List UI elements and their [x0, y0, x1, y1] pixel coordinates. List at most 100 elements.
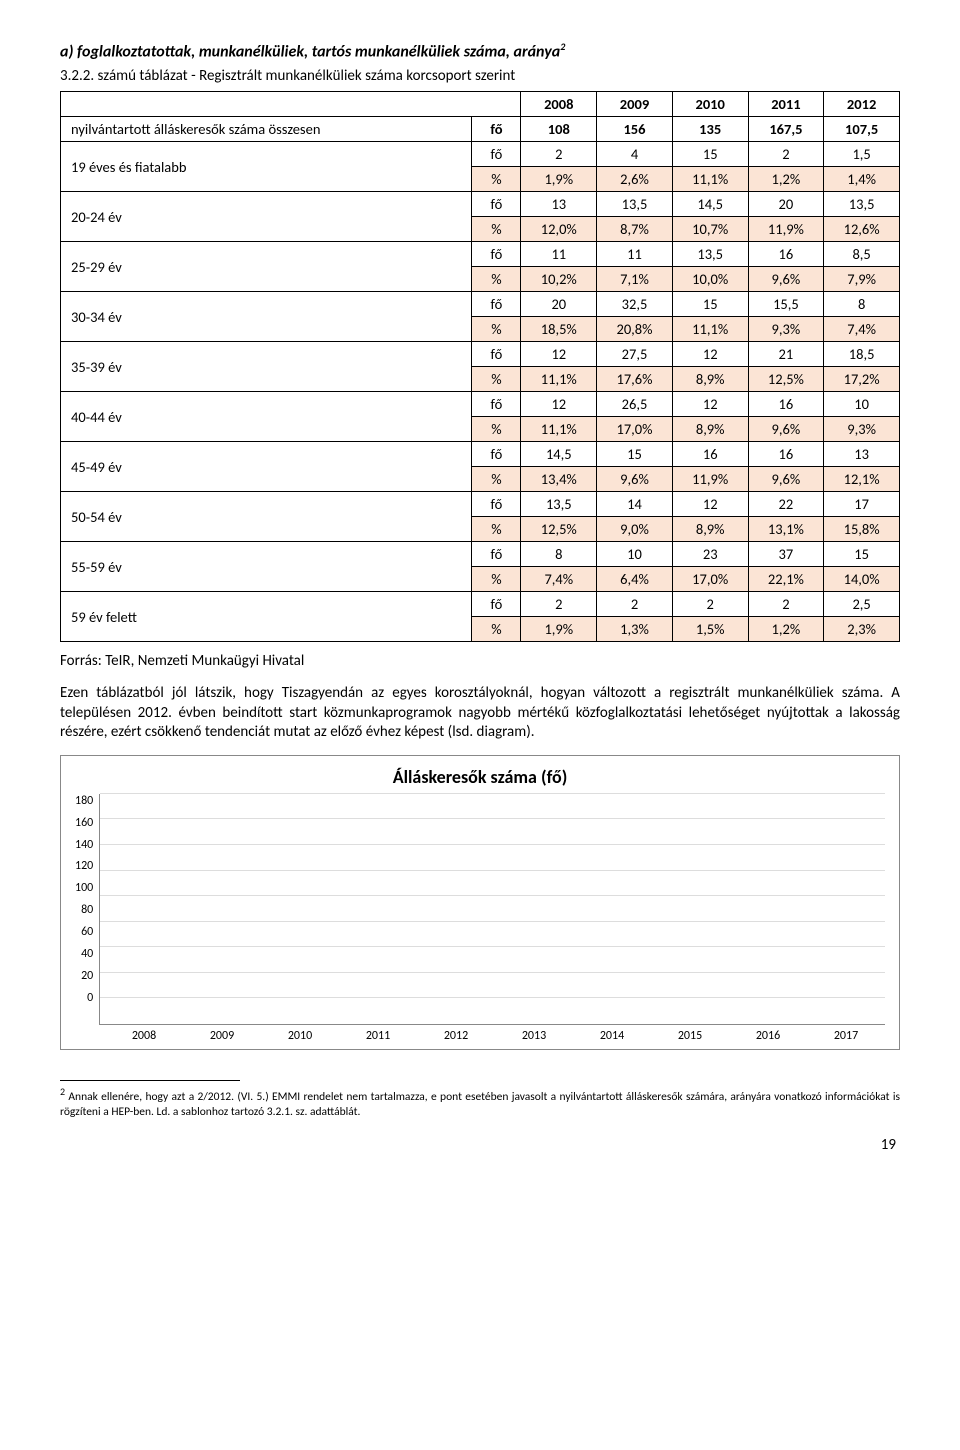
chart-y-tick: 60 [75, 925, 93, 939]
table-header-year: 2011 [748, 92, 824, 117]
table-caption: 3.2.2. számú táblázat - Regisztrált munk… [60, 67, 900, 85]
chart-y-axis: 180160140120100806040200 [75, 794, 99, 1025]
table-cell: 18,5 [824, 342, 900, 367]
table-cell-pct: 9,6% [748, 467, 824, 492]
table-cell-pct: 8,9% [672, 417, 748, 442]
table-cell: 13,5 [672, 242, 748, 267]
table-cell-pct: 10,2% [521, 267, 597, 292]
chart-y-tick: 160 [75, 816, 93, 830]
chart-y-tick: 100 [75, 881, 93, 895]
table-cell-pct: 12,5% [748, 367, 824, 392]
table-cell: 16 [748, 442, 824, 467]
chart-container: Álláskeresők száma (fő) 1801601401201008… [60, 755, 900, 1050]
table-unit-cell: % [472, 567, 521, 592]
body-paragraph: Ezen táblázatból jól látszik, hogy Tisza… [60, 684, 900, 743]
footnote-separator [60, 1080, 240, 1081]
table-cell: 20 [748, 192, 824, 217]
table-cell-pct: 8,7% [597, 217, 673, 242]
table-cell-pct: 2,3% [824, 617, 900, 642]
table-unit-cell: fő [472, 392, 521, 417]
table-cell: 2 [521, 142, 597, 167]
table-cell-pct: 9,3% [824, 417, 900, 442]
table-unit-cell: fő [472, 542, 521, 567]
table-header-year: 2010 [672, 92, 748, 117]
table-cell: 17 [824, 492, 900, 517]
table-cell-pct: 12,6% [824, 217, 900, 242]
table-cell-pct: 2,6% [597, 167, 673, 192]
table-cell-pct: 9,0% [597, 517, 673, 542]
table-cell-pct: 18,5% [521, 317, 597, 342]
table-cell-pct: 1,9% [521, 617, 597, 642]
table-unit-cell: fő [472, 292, 521, 317]
table-cell-pct: 11,9% [748, 217, 824, 242]
table-cell-pct: 7,9% [824, 267, 900, 292]
table-unit-cell: % [472, 267, 521, 292]
chart-x-axis: 2008200920102011201220132014201520162017 [75, 1025, 885, 1043]
table-cell: 2,5 [824, 592, 900, 617]
table-cell: 10 [597, 542, 673, 567]
chart-y-tick: 40 [75, 947, 93, 961]
table-row-label: 45-49 év [61, 442, 472, 492]
table-cell-pct: 11,1% [672, 167, 748, 192]
table-cell: 8 [521, 542, 597, 567]
table-unit-cell: % [472, 367, 521, 392]
table-cell: 32,5 [597, 292, 673, 317]
table-cell: 10 [824, 392, 900, 417]
table-cell: 1,5 [824, 142, 900, 167]
table-cell-pct: 15,8% [824, 517, 900, 542]
table-cell-pct: 13,1% [748, 517, 824, 542]
table-cell-pct: 22,1% [748, 567, 824, 592]
table-cell: 16 [748, 242, 824, 267]
chart-x-tick: 2017 [807, 1025, 885, 1043]
table-unit-cell: fő [472, 592, 521, 617]
table-total-cell: 167,5 [748, 117, 824, 142]
table-cell-pct: 1,2% [748, 617, 824, 642]
table-total-cell: 156 [597, 117, 673, 142]
table-unit-cell: % [472, 317, 521, 342]
table-cell: 13,5 [824, 192, 900, 217]
table-cell: 15 [672, 142, 748, 167]
table-header-year: 2009 [597, 92, 673, 117]
table-cell: 12 [521, 342, 597, 367]
table-cell-pct: 13,4% [521, 467, 597, 492]
table-unit-cell: % [472, 417, 521, 442]
table-row-label: 20-24 év [61, 192, 472, 242]
chart-x-tick: 2009 [183, 1025, 261, 1043]
table-row-label: 59 év felett [61, 592, 472, 642]
section-heading: a) foglalkoztatottak, munkanélküliek, ta… [60, 40, 900, 61]
document-page: a) foglalkoztatottak, munkanélküliek, ta… [0, 0, 960, 1174]
table-cell: 15,5 [748, 292, 824, 317]
table-cell-pct: 17,2% [824, 367, 900, 392]
table-cell-pct: 1,9% [521, 167, 597, 192]
table-cell: 14,5 [521, 442, 597, 467]
table-cell: 23 [672, 542, 748, 567]
table-cell: 11 [597, 242, 673, 267]
table-unit-cell: % [472, 617, 521, 642]
chart-x-tick: 2008 [105, 1025, 183, 1043]
table-cell-pct: 6,4% [597, 567, 673, 592]
table-cell-pct: 12,0% [521, 217, 597, 242]
table-cell-pct: 17,6% [597, 367, 673, 392]
footnote-body: Annak ellenére, hogy azt a 2/2012. (VI. … [60, 1090, 900, 1119]
table-cell-pct: 11,1% [521, 417, 597, 442]
table-cell-pct: 1,4% [824, 167, 900, 192]
table-cell: 37 [748, 542, 824, 567]
table-cell: 15 [824, 542, 900, 567]
table-header-year: 2008 [521, 92, 597, 117]
table-row-label: 55-59 év [61, 542, 472, 592]
chart-x-tick: 2014 [573, 1025, 651, 1043]
table-cell: 14 [597, 492, 673, 517]
table-cell: 8,5 [824, 242, 900, 267]
table-cell: 2 [521, 592, 597, 617]
table-unit-cell: fő [472, 242, 521, 267]
table-unit-cell: % [472, 217, 521, 242]
chart-x-tick: 2012 [417, 1025, 495, 1043]
chart-y-tick: 0 [75, 991, 93, 1005]
table-cell-pct: 11,1% [672, 317, 748, 342]
table-cell: 2 [748, 142, 824, 167]
table-cell-pct: 10,0% [672, 267, 748, 292]
table-cell: 14,5 [672, 192, 748, 217]
chart-y-tick: 80 [75, 903, 93, 917]
table-row-label: 19 éves és fiatalabb [61, 142, 472, 192]
table-cell: 20 [521, 292, 597, 317]
